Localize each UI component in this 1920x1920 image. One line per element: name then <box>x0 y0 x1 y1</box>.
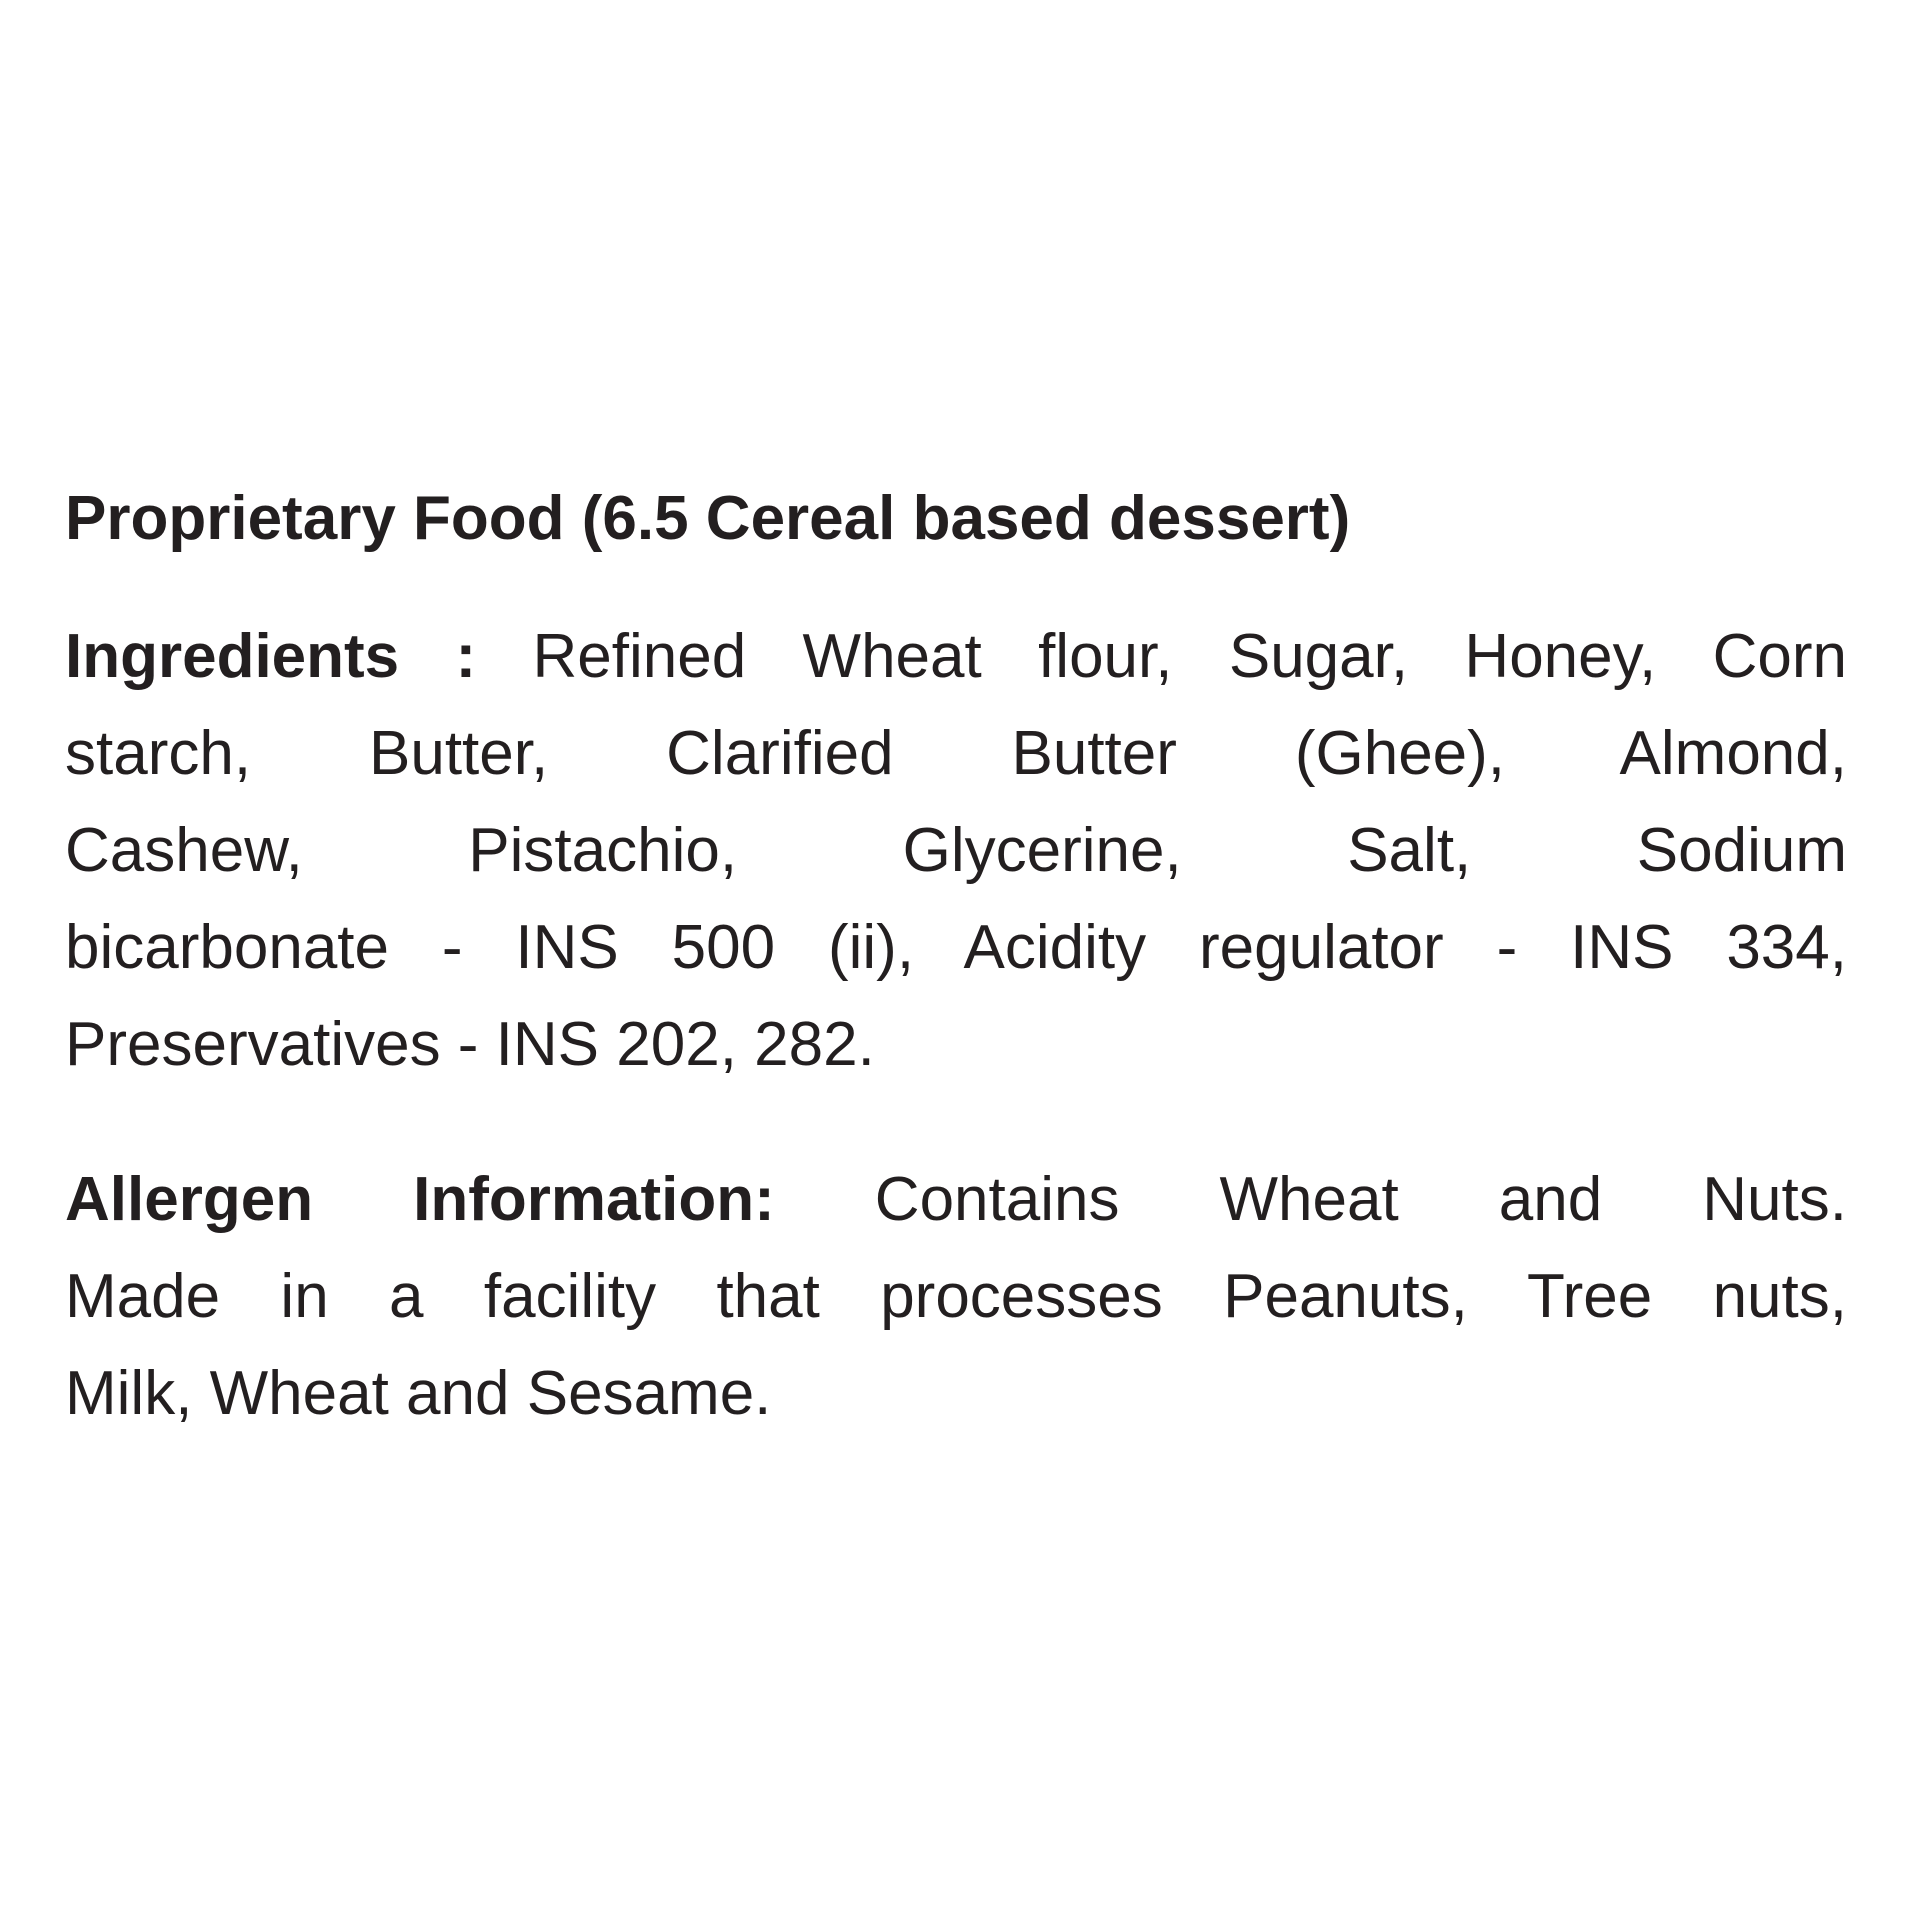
ingredients-line: Preservatives - INS 202, 282. <box>65 996 1847 1093</box>
ingredients-text: Preservatives - INS 202, 282. <box>65 1010 875 1079</box>
allergen-line: Milk, Wheat and Sesame. <box>65 1345 1847 1442</box>
ingredients-line: Ingredients : Refined Wheat flour, Sugar… <box>65 608 1847 705</box>
allergen-text: Milk, Wheat and Sesame. <box>65 1359 772 1428</box>
page-title: Proprietary Food (6.5 Cereal based desse… <box>65 484 1351 553</box>
ingredients-text: Refined Wheat flour, Sugar, Honey, Corn <box>476 622 1848 691</box>
allergen-line: Allergen Information: Contains Wheat and… <box>65 1151 1847 1248</box>
allergen-label: Allergen Information: <box>65 1165 775 1234</box>
ingredients-line: starch, Butter, Clarified Butter (Ghee),… <box>65 705 1847 802</box>
allergen-text: Made in a facility that processes Peanut… <box>65 1262 1847 1331</box>
allergen-paragraph: Allergen Information: Contains Wheat and… <box>65 1151 1847 1442</box>
ingredients-line: Cashew, Pistachio, Glycerine, Salt, Sodi… <box>65 802 1847 899</box>
ingredients-paragraph: Ingredients : Refined Wheat flour, Sugar… <box>65 608 1847 1093</box>
ingredients-line: bicarbonate - INS 500 (ii), Acidity regu… <box>65 899 1847 996</box>
ingredients-text: starch, Butter, Clarified Butter (Ghee),… <box>65 719 1847 788</box>
ingredients-label: Ingredients : <box>65 622 477 691</box>
ingredients-text: bicarbonate - INS 500 (ii), Acidity regu… <box>65 913 1847 982</box>
allergen-text: Contains Wheat and Nuts. <box>774 1165 1847 1234</box>
ingredients-text: Cashew, Pistachio, Glycerine, Salt, Sodi… <box>65 816 1847 885</box>
allergen-line: Made in a facility that processes Peanut… <box>65 1248 1847 1345</box>
